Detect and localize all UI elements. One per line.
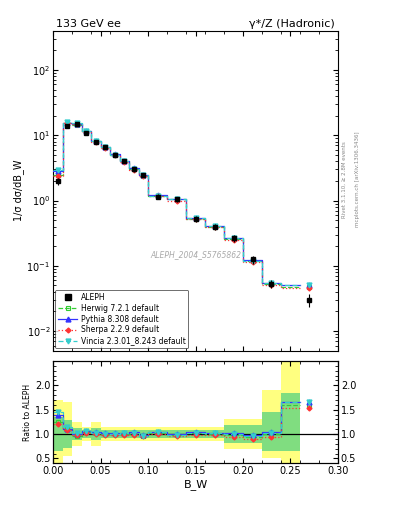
Bar xyxy=(243,419,262,449)
Legend: ALEPH, Herwig 7.2.1 default, Pythia 8.308 default, Sherpa 2.2.9 default, Vincia : ALEPH, Herwig 7.2.1 default, Pythia 8.30… xyxy=(55,290,189,349)
Bar xyxy=(119,427,129,441)
X-axis label: B_W: B_W xyxy=(184,479,208,490)
Y-axis label: Ratio to ALEPH: Ratio to ALEPH xyxy=(23,383,32,441)
Bar xyxy=(101,430,110,438)
Bar xyxy=(72,428,82,440)
Bar xyxy=(167,427,186,441)
Bar xyxy=(139,427,148,441)
Bar xyxy=(91,428,101,440)
Bar xyxy=(72,422,82,446)
Text: mcplots.cern.ch [arXiv:1306.3436]: mcplots.cern.ch [arXiv:1306.3436] xyxy=(355,132,360,227)
Bar xyxy=(205,427,224,441)
Y-axis label: 1/σ dσ/dB_W: 1/σ dσ/dB_W xyxy=(13,160,24,222)
Bar xyxy=(139,430,148,438)
Bar xyxy=(129,427,139,441)
Bar xyxy=(62,420,72,448)
Text: 133 GeV ee: 133 GeV ee xyxy=(56,19,121,29)
Bar xyxy=(281,393,300,451)
Bar xyxy=(262,390,281,458)
Text: ALEPH_2004_S5765862: ALEPH_2004_S5765862 xyxy=(150,250,241,259)
Bar xyxy=(205,430,224,438)
Bar xyxy=(53,400,62,463)
Bar xyxy=(53,417,62,451)
Bar xyxy=(186,427,205,441)
Text: Rivet 3.1.10, ≥ 2.8M events: Rivet 3.1.10, ≥ 2.8M events xyxy=(342,141,347,218)
Bar xyxy=(224,425,243,443)
Bar xyxy=(243,425,262,443)
Bar xyxy=(119,430,129,438)
Bar xyxy=(110,427,119,441)
Bar xyxy=(281,361,300,463)
Bar xyxy=(62,402,72,456)
Bar xyxy=(148,430,167,438)
Bar xyxy=(101,427,110,441)
Bar xyxy=(224,419,243,449)
Bar xyxy=(186,430,205,438)
Bar xyxy=(148,427,167,441)
Bar xyxy=(129,430,139,438)
Text: γ*/Z (Hadronic): γ*/Z (Hadronic) xyxy=(250,19,335,29)
Bar xyxy=(167,430,186,438)
Bar xyxy=(82,427,91,441)
Bar xyxy=(110,430,119,438)
Bar xyxy=(82,430,91,438)
Bar xyxy=(262,412,281,451)
Bar xyxy=(91,422,101,446)
